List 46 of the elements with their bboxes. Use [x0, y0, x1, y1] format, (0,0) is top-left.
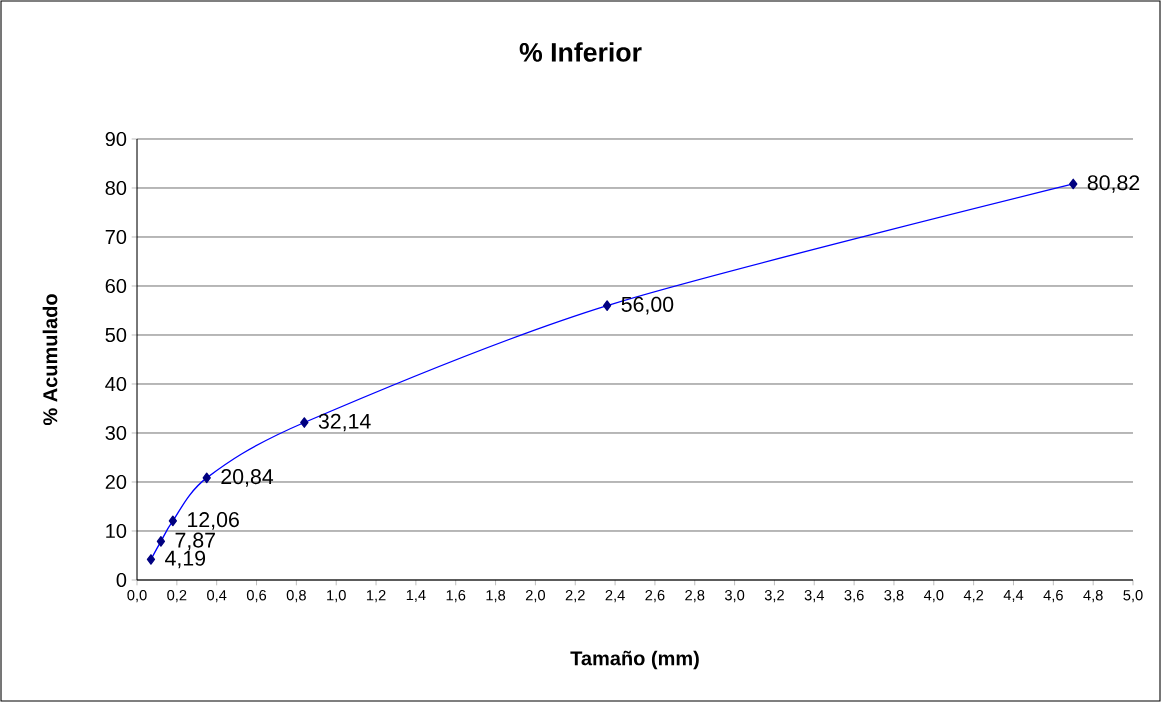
- x-tick-label: 3,8: [884, 590, 904, 603]
- data-label: 12,06: [188, 512, 239, 530]
- data-label: 56,00: [621, 296, 674, 315]
- x-tick-label: 4,4: [1003, 590, 1024, 602]
- x-tick-label: 5,0: [1123, 590, 1143, 603]
- x-tick-label: 1,4: [406, 590, 426, 602]
- x-tick-label: 4,8: [1083, 590, 1103, 603]
- data-label: 4,19: [165, 550, 206, 569]
- y-tick-label: 40: [105, 376, 127, 392]
- x-tick-label: 1,2: [366, 590, 386, 603]
- x-tick-label: 3,6: [844, 590, 864, 603]
- x-tick-label: 2,4: [605, 590, 625, 603]
- data-label: 20,84: [221, 469, 274, 487]
- x-axis-title: Tamaño (mm): [570, 650, 699, 670]
- x-tick-label: 2,8: [685, 590, 705, 603]
- y-tick-label: 70: [105, 229, 127, 245]
- x-tick-label: 2,0: [525, 590, 546, 603]
- y-tick-label: 10: [106, 523, 127, 539]
- data-label: 7,87: [175, 532, 215, 551]
- y-axis-title: % Acumulado: [42, 294, 58, 426]
- x-tick-label: 0,8: [286, 590, 306, 603]
- data-label: 80,82: [1087, 175, 1140, 193]
- x-tick-label: 4,0: [923, 590, 944, 603]
- y-tick-label: 90: [105, 131, 127, 147]
- x-tick-label: 2,2: [565, 590, 585, 603]
- y-tick-label: 60: [105, 278, 127, 294]
- x-tick-label: 0,4: [207, 590, 227, 603]
- x-tick-label: 3,2: [764, 590, 784, 603]
- x-tick-label: 0,6: [246, 590, 267, 603]
- x-tick-label: 3,0: [724, 590, 745, 603]
- y-tick-label: 80: [105, 180, 127, 196]
- x-tick-label: 1,8: [486, 590, 506, 603]
- x-tick-label: 1,0: [327, 590, 346, 603]
- chart-title: % Inferior: [519, 42, 642, 62]
- x-tick-label: 0,2: [167, 590, 187, 603]
- y-tick-label: 30: [105, 425, 127, 441]
- x-tick-label: 0,0: [127, 590, 147, 603]
- x-tick-label: 4,6: [1043, 590, 1063, 603]
- x-tick-label: 2,6: [645, 590, 665, 603]
- x-tick-label: 1,6: [446, 590, 466, 603]
- y-tick-label: 0: [116, 572, 127, 588]
- data-label: 32,14: [318, 413, 371, 432]
- y-tick-label: 20: [105, 474, 127, 490]
- y-tick-label: 50: [105, 327, 127, 343]
- x-tick-label: 3,4: [804, 590, 825, 603]
- x-tick-label: 4,2: [963, 590, 984, 603]
